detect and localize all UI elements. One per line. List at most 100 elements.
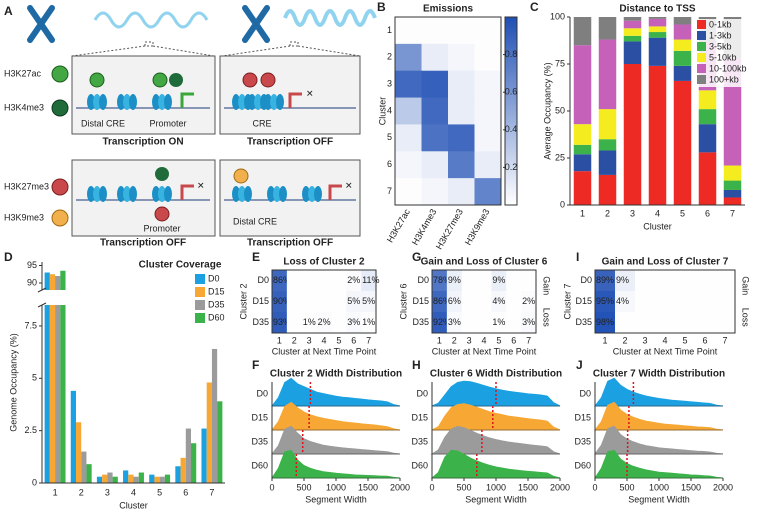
bar-segment	[723, 165, 742, 181]
mark-icon	[242, 72, 258, 88]
bar-segment	[648, 65, 667, 205]
side-label: Gain	[741, 276, 751, 295]
cell-label: 95%	[596, 296, 614, 306]
bar-segment	[573, 45, 592, 125]
x-tick-label: 2000	[390, 482, 410, 492]
heatmap-cell	[316, 312, 332, 334]
nucleosome	[264, 94, 284, 110]
colorbar-tick-label: 0.4	[505, 124, 518, 134]
heatmap-cell	[361, 270, 377, 292]
cell-label: 2%	[318, 317, 331, 327]
cell-label: 90%	[273, 296, 291, 306]
legend-label: 100+kb	[709, 74, 739, 84]
bar	[191, 443, 197, 483]
row-label: D15	[411, 412, 428, 422]
row-label: D35	[411, 436, 428, 446]
heatmap-cell	[615, 312, 636, 334]
legend-label: 0-1kb	[709, 19, 732, 29]
x-tick-label: 3	[630, 208, 635, 218]
density-area	[594, 449, 724, 479]
bar	[60, 270, 66, 290]
nucleosome	[152, 94, 172, 110]
x-axis-label: Cluster at Next Time Point	[272, 346, 377, 356]
heatmap-cell	[474, 124, 502, 152]
region-label: Promoter	[143, 223, 180, 233]
column-label: 1	[437, 335, 442, 345]
bar	[96, 476, 103, 483]
chart-title: Cluster 2 Width Distribution	[270, 369, 402, 380]
x-tick-label: 1500	[681, 482, 701, 492]
heatmap-cell	[395, 97, 422, 125]
column-label: 3	[642, 335, 647, 345]
legend-label: 1-3kb	[709, 30, 732, 40]
heatmap-cell	[421, 178, 449, 206]
heatmap-cell	[272, 270, 288, 292]
heatmap-cell	[421, 97, 449, 125]
heatmap-cell	[474, 17, 502, 45]
bar-segment	[723, 197, 742, 205]
heatmap-cell	[476, 270, 492, 292]
x-axis-label: Segment Width	[305, 494, 367, 504]
panel-label: A	[4, 4, 13, 18]
cell-label: 11%	[362, 275, 379, 285]
row-label: D0	[416, 388, 428, 398]
bar-segment	[573, 154, 592, 172]
row-label: D15	[252, 296, 269, 306]
nucleosome	[302, 186, 322, 202]
bar-segment	[673, 50, 692, 66]
panel-label: B	[377, 0, 386, 14]
x-tick-label: 2000	[550, 482, 570, 492]
x-axis-label: Segment Width	[465, 494, 527, 504]
heatmap-cell	[461, 270, 477, 292]
heatmap-cell	[448, 17, 475, 45]
bar-segment	[623, 35, 642, 42]
tss-arrow	[180, 184, 194, 200]
cell-label: 89%	[596, 275, 614, 285]
region-label: CRE	[252, 118, 271, 128]
y-axis-label: Cluster	[377, 97, 387, 126]
legend-swatch	[697, 75, 706, 84]
bar	[133, 476, 139, 483]
row-label: 6	[387, 159, 392, 169]
heatmap-cell	[655, 312, 676, 334]
bar	[86, 464, 92, 483]
x-tick-label: 1500	[358, 482, 378, 492]
tss-arrow	[180, 92, 194, 108]
bar	[55, 305, 61, 483]
heatmap-cell	[432, 312, 448, 334]
row-label: D35	[574, 436, 591, 446]
heatmap-cell	[695, 312, 716, 334]
heatmap-cell	[432, 291, 448, 313]
column-label: 7	[526, 335, 531, 345]
row-label: 3	[387, 79, 392, 89]
bar-segment	[648, 37, 667, 66]
x-tick-label: 1000	[649, 482, 669, 492]
region-label: Distal CRE	[81, 118, 125, 128]
heatmap-cell	[521, 312, 537, 334]
plot-frame	[431, 269, 537, 334]
column-label: 5	[336, 335, 341, 345]
plot-frame	[394, 16, 502, 206]
cell-label: 4%	[492, 296, 505, 306]
heatmap-cell	[675, 291, 696, 313]
x-tick-label: 3	[105, 487, 110, 497]
row-label: D60	[574, 460, 591, 470]
bar-segment	[648, 17, 667, 19]
x-axis-label: Cluster at Next Time Point	[432, 346, 537, 356]
bar	[138, 472, 144, 483]
colorbar-tick-label: 0.6	[505, 87, 518, 97]
column-label: 1	[277, 335, 282, 345]
nucleosome	[87, 94, 107, 110]
heatmap-cell	[395, 124, 422, 152]
column-label: 3	[307, 335, 312, 345]
legend-label: 5-10kb	[709, 52, 737, 62]
nucleosome	[117, 94, 137, 110]
heatmap-cell	[432, 270, 448, 292]
x-tick-label: 1	[580, 208, 585, 218]
density-area	[430, 425, 561, 455]
bar	[102, 474, 108, 483]
x-tick-label: 6	[183, 487, 188, 497]
x-tick-label: 1	[53, 487, 58, 497]
bar-segment	[598, 139, 617, 151]
mark-icon	[169, 73, 183, 87]
